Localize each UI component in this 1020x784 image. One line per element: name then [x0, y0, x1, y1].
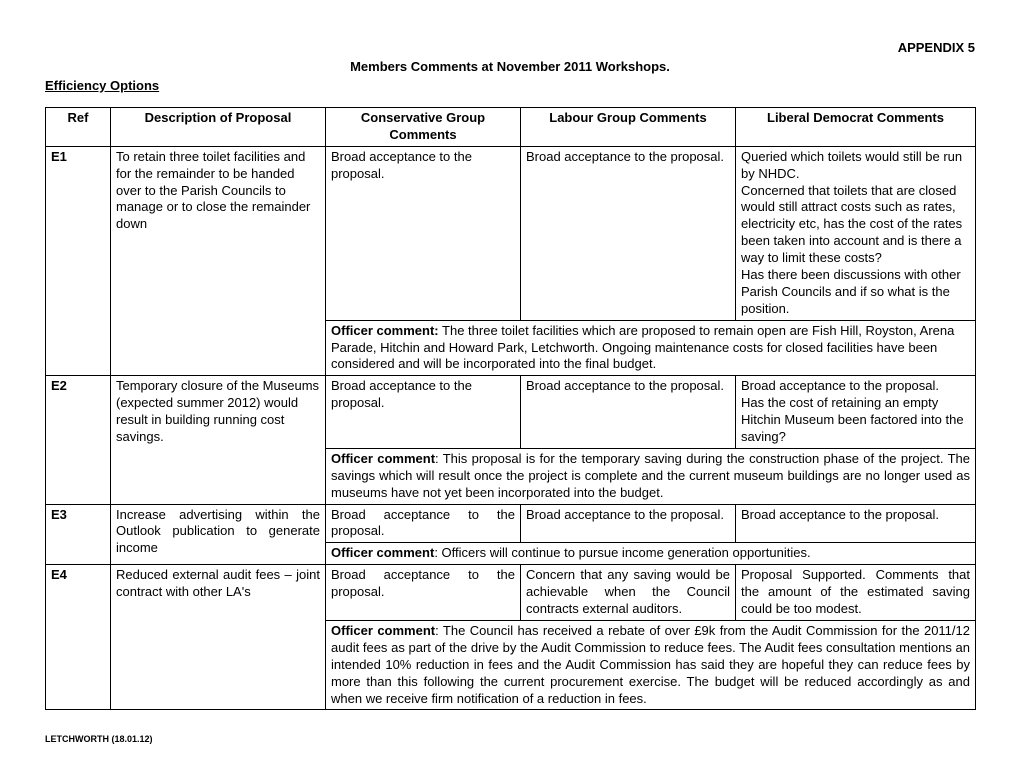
cons-cell: Broad acceptance to the proposal.: [326, 565, 521, 621]
officer-label: Officer comment: [331, 451, 435, 466]
officer-cell: Officer comment: The Council has receive…: [326, 620, 976, 709]
officer-text-content: : Officers will continue to pursue incom…: [434, 545, 810, 560]
header-desc: Description of Proposal: [111, 108, 326, 147]
lab-cell: Broad acceptance to the proposal.: [521, 504, 736, 543]
header-lab: Labour Group Comments: [521, 108, 736, 147]
ref-cell: E1: [46, 146, 111, 376]
cons-cell: Broad acceptance to the proposal.: [326, 146, 521, 320]
header-lib: Liberal Democrat Comments: [736, 108, 976, 147]
lib-cell: Queried which toilets would still be run…: [736, 146, 976, 320]
officer-label: Officer comment: [331, 545, 434, 560]
officer-label: Officer comment: [331, 623, 435, 638]
officer-cell: Officer comment: Officers will continue …: [326, 543, 976, 565]
table-row: E1 To retain three toilet facilities and…: [46, 146, 976, 320]
header-ref: Ref: [46, 108, 111, 147]
table-header-row: Ref Description of Proposal Conservative…: [46, 108, 976, 147]
desc-cell: Increase advertising within the Outlook …: [111, 504, 326, 565]
cons-cell: Broad acceptance to the proposal.: [326, 376, 521, 449]
desc-cell: Temporary closure of the Museums (expect…: [111, 376, 326, 504]
lib-cell: Proposal Supported. Comments that the am…: [736, 565, 976, 621]
ref-cell: E4: [46, 565, 111, 710]
lab-cell: Concern that any saving would be achieva…: [521, 565, 736, 621]
officer-cell: Officer comment: This proposal is for th…: [326, 448, 976, 504]
lab-cell: Broad acceptance to the proposal.: [521, 376, 736, 449]
ref-cell: E3: [46, 504, 111, 565]
lib-cell: Broad acceptance to the proposal. Has th…: [736, 376, 976, 449]
desc-cell: Reduced external audit fees – joint cont…: [111, 565, 326, 710]
appendix-label: APPENDIX 5: [45, 40, 975, 55]
section-title: Efficiency Options: [45, 78, 975, 93]
officer-cell: Officer comment: The three toilet facili…: [326, 320, 976, 376]
table-row: E4 Reduced external audit fees – joint c…: [46, 565, 976, 621]
comments-table: Ref Description of Proposal Conservative…: [45, 107, 976, 710]
page-title: Members Comments at November 2011 Worksh…: [45, 59, 975, 74]
table-row: E3 Increase advertising within the Outlo…: [46, 504, 976, 543]
footer-label: LETCHWORTH (18.01.12): [45, 734, 975, 744]
lib-cell: Broad acceptance to the proposal.: [736, 504, 976, 543]
desc-cell: To retain three toilet facilities and fo…: [111, 146, 326, 376]
cons-cell: Broad acceptance to the proposal.: [326, 504, 521, 543]
officer-label: Officer comment:: [331, 323, 439, 338]
header-cons: Conservative Group Comments: [326, 108, 521, 147]
table-row: E2 Temporary closure of the Museums (exp…: [46, 376, 976, 449]
lab-cell: Broad acceptance to the proposal.: [521, 146, 736, 320]
ref-cell: E2: [46, 376, 111, 504]
